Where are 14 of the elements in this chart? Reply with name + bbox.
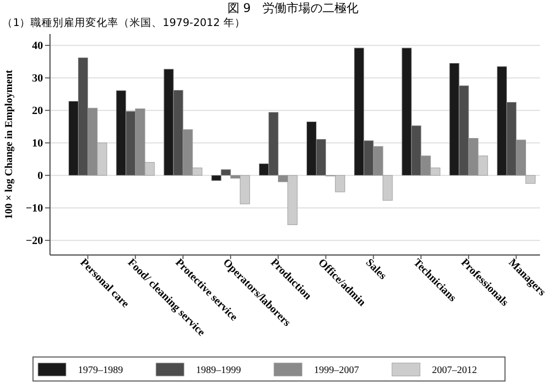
y-tick-label: 0	[38, 170, 44, 182]
chart-title: 図 9 労働市場の二極化	[227, 1, 359, 15]
legend-label: 1999–2007	[314, 365, 359, 376]
y-tick-label: 10	[32, 138, 44, 150]
legend-label: 1989–1999	[196, 365, 241, 376]
y-tick-label: −10	[26, 202, 44, 215]
legend-label: 1979–1989	[78, 365, 123, 376]
chart-subtitle: （1）職種別雇用変化率（米国、1979-2012 年）	[2, 16, 246, 29]
y-tick-label: −20	[26, 235, 44, 248]
y-axis-title: 100 × log Change in Employment	[4, 69, 15, 220]
legend-label: 2007–2012	[432, 365, 477, 376]
y-tick-label: 40	[32, 40, 44, 52]
y-tick-label: 30	[32, 72, 44, 85]
y-tick-label: 20	[32, 105, 44, 118]
